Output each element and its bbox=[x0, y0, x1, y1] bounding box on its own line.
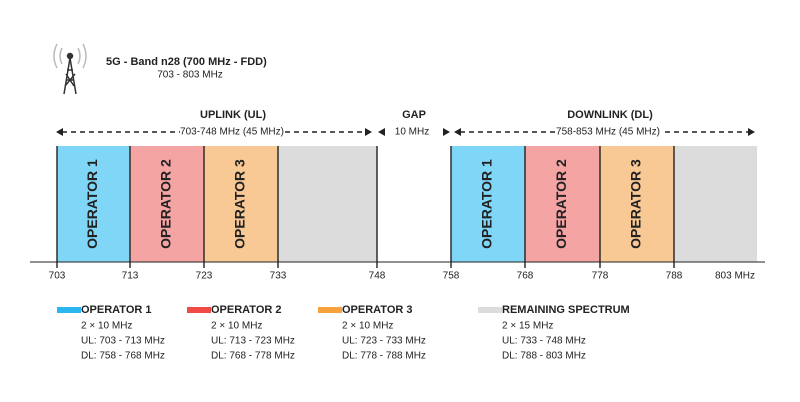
axis-label: 733 bbox=[270, 271, 287, 282]
operator-label: OPERATOR 1 bbox=[479, 159, 495, 249]
remaining-block bbox=[278, 146, 377, 262]
title: 5G - Band n28 (700 MHz - FDD) bbox=[106, 56, 267, 68]
range-label: 703-748 MHz (45 MHz) bbox=[180, 127, 284, 138]
blocks: OPERATOR 1 OPERATOR 2 OPERATOR 3 OPERATOR 1… bbox=[57, 146, 757, 262]
section-label: GAP bbox=[402, 109, 426, 121]
operator-block bbox=[600, 146, 674, 262]
legend-detail: DL: 788 - 803 MHz bbox=[502, 351, 586, 362]
legend-detail: DL: 778 - 788 MHz bbox=[342, 351, 426, 362]
operator-block bbox=[57, 146, 130, 262]
section-label: UPLINK (UL) bbox=[200, 109, 266, 121]
section-label: DOWNLINK (DL) bbox=[567, 109, 653, 121]
axis-label: 748 bbox=[369, 271, 386, 282]
legend-detail: 2 × 10 MHz bbox=[81, 321, 132, 332]
axis-label: 768 bbox=[517, 271, 534, 282]
legend-swatch bbox=[187, 307, 211, 313]
legend-name: OPERATOR 2 bbox=[211, 304, 282, 316]
operator-block bbox=[204, 146, 278, 262]
operator-label: OPERATOR 1 bbox=[84, 159, 100, 249]
legend-name: OPERATOR 3 bbox=[342, 304, 413, 316]
tower-icon bbox=[53, 43, 87, 95]
range-label: 758-853 MHz (45 MHz) bbox=[556, 127, 660, 138]
axis-ticks: 703 713 723 733 748 758 768 778 788 803 MHz bbox=[49, 146, 755, 282]
axis-label: 713 bbox=[122, 271, 139, 282]
remaining-block bbox=[674, 146, 757, 262]
legend-detail: DL: 758 - 768 MHz bbox=[81, 351, 165, 362]
legend-detail: 2 × 10 MHz bbox=[211, 321, 262, 332]
legend-detail: 2 × 15 MHz bbox=[502, 321, 553, 332]
range-arrows bbox=[56, 128, 755, 136]
operator-block bbox=[525, 146, 600, 262]
legend-detail: UL: 703 - 713 MHz bbox=[81, 336, 165, 347]
legend-detail: UL: 733 - 748 MHz bbox=[502, 336, 586, 347]
operator-label: OPERATOR 2 bbox=[158, 159, 174, 249]
axis-label: 778 bbox=[592, 271, 609, 282]
axis-label: 788 bbox=[666, 271, 683, 282]
legend-detail: 2 × 10 MHz bbox=[342, 321, 393, 332]
axis-label: 703 bbox=[49, 271, 66, 282]
legend-name: OPERATOR 1 bbox=[81, 304, 152, 316]
operator-label: OPERATOR 2 bbox=[553, 159, 569, 249]
subtitle: 703 - 803 MHz bbox=[157, 70, 223, 81]
legend-detail: UL: 723 - 733 MHz bbox=[342, 336, 426, 347]
legend: OPERATOR 1 2 × 10 MHz UL: 703 - 713 MHz DL:… bbox=[57, 304, 630, 362]
legend-swatch bbox=[478, 307, 502, 313]
axis-label: 803 MHz bbox=[715, 271, 755, 282]
axis-label: 723 bbox=[196, 271, 213, 282]
operator-block bbox=[130, 146, 204, 262]
legend-detail: DL: 768 - 778 MHz bbox=[211, 351, 295, 362]
operator-block bbox=[451, 146, 525, 262]
operator-label: OPERATOR 3 bbox=[232, 159, 248, 249]
legend-detail: UL: 713 - 723 MHz bbox=[211, 336, 295, 347]
legend-swatch bbox=[57, 307, 81, 313]
legend-swatch bbox=[318, 307, 342, 313]
axis-label: 758 bbox=[443, 271, 460, 282]
range-label: 10 MHz bbox=[395, 127, 429, 138]
legend-name: REMAINING SPECTRUM bbox=[502, 304, 630, 316]
operator-label: OPERATOR 3 bbox=[628, 159, 644, 249]
